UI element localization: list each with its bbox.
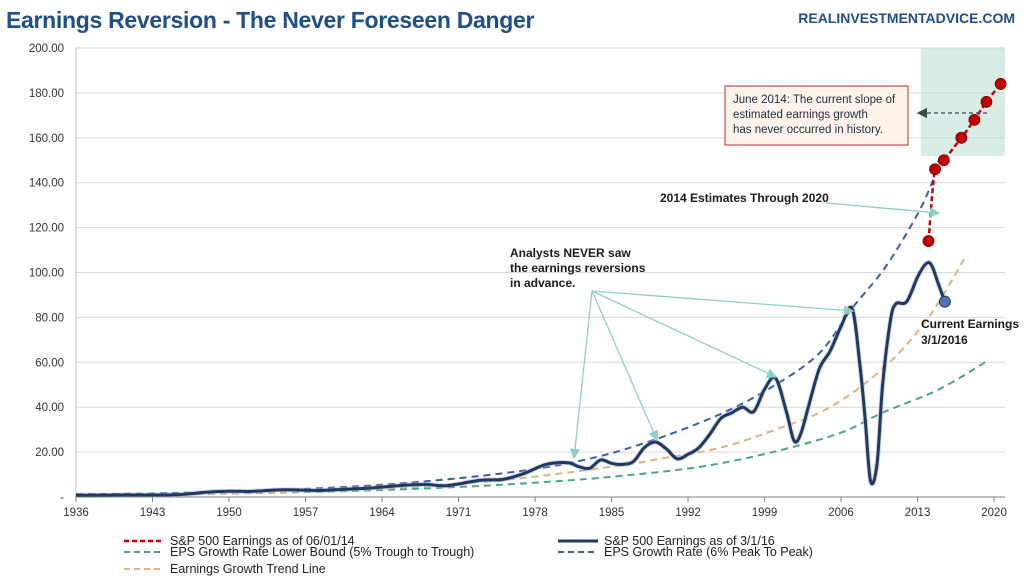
source-label: REALINVESTMENTADVICE.COM [798,10,1015,26]
legend-label-trend: Earnings Growth Trend Line [170,562,326,576]
y-tick-label: 80.00 [35,312,64,324]
analysts-annotation: Analysts NEVER saw [510,246,631,260]
estimate-marker [994,78,1007,90]
chart-plot: - 20.00 40.00 60.00 80.00 100.00 120.00 140.00 1… [29,43,1020,519]
y-tick-label: 180.00 [29,88,64,100]
y-tick-label: 100.00 [29,268,64,280]
x-tick-label: 1936 [63,507,89,519]
y-tick-label: 20.00 [35,447,64,459]
legend-label-estimates: S&P 500 Earnings as of 06/01/14 [170,534,355,548]
series-line-trend [75,253,968,496]
june2014-box [724,85,909,146]
series-line-peak [75,177,935,496]
analysts-arrow [591,290,778,378]
june2014-annotation: June 2014: The current slope of [733,94,896,106]
current-earnings-annotation: 3/1/2016 [921,333,968,347]
y-tick-label: 200.00 [29,43,64,55]
series-markers [922,78,1007,308]
legend-label-actual: S&P 500 Earnings as of 3/1/16 [604,534,775,548]
series-line-actual [75,261,947,497]
axes: - 20.00 40.00 60.00 80.00 100.00 120.00 140.00 1… [29,43,1007,519]
x-tick-label: 1964 [369,507,395,519]
analysts-arrow [591,290,855,316]
estimates-arrow [825,202,941,218]
x-tick-label: 1950 [216,507,242,519]
analysts-arrow [591,290,659,442]
series-line-lower-bound [75,359,990,497]
x-tick-label: 2013 [905,507,931,519]
y-tick-label: - [60,492,64,504]
series-lines [75,83,1002,498]
x-tick-label: 1971 [446,507,472,519]
y-tick-label: 40.00 [35,402,64,414]
x-tick-label: 1992 [675,507,701,519]
y-tick-label: 60.00 [35,357,64,369]
analysts-arrow [569,290,593,460]
legend: S&P 500 Earnings as of 06/01/14 S&P 500 … [0,530,1027,582]
estimate-marker [955,131,968,144]
x-tick-label: 1943 [140,507,166,519]
legend-label-peak: EPS Growth Rate (6% Peak To Peak) [604,545,813,559]
x-tick-label: 2020 [981,507,1007,519]
y-tick-label: 160.00 [29,133,64,145]
x-tick-label: 1957 [293,507,319,519]
legend-item-lower-bound: EPS Growth Rate Lower Bound (5% Trough t… [124,543,474,561]
current-earnings-marker [938,295,951,308]
june2014-annotation: has never occurred in history. [733,124,883,136]
legend-item-trend: Earnings Growth Trend Line [124,560,326,578]
analysts-annotation: in advance. [510,276,575,290]
x-tick-label: 1999 [752,507,778,519]
legend-label-lower-bound: EPS Growth Rate Lower Bound (5% Trough t… [170,545,475,559]
x-tick-label: 2006 [828,507,854,519]
estimate-marker [937,154,950,167]
y-tick-label: 140.00 [29,178,64,190]
current-earnings-annotation: Current Earnings [921,317,1019,331]
y-tick-label: 120.00 [29,223,64,235]
legend-item-actual: S&P 500 Earnings as of 3/1/16 [558,532,775,550]
estimate-marker [980,95,993,108]
estimate-marker [929,163,941,176]
estimate-marker [968,113,981,126]
estimates-annotation: 2014 Estimates Through 2020 [660,191,829,205]
legend-item-estimates: S&P 500 Earnings as of 06/01/14 [124,532,355,550]
x-tick-label: 1978 [522,507,548,519]
chart-title: Earnings Reversion - The Never Foreseen … [6,7,535,33]
analysts-annotation: the earnings reversions [510,261,646,275]
june2014-annotation: estimated earnings growth [733,109,868,121]
x-tick-label: 1985 [599,507,625,519]
legend-item-peak: EPS Growth Rate (6% Peak To Peak) [558,543,813,561]
estimate-marker [922,235,935,247]
